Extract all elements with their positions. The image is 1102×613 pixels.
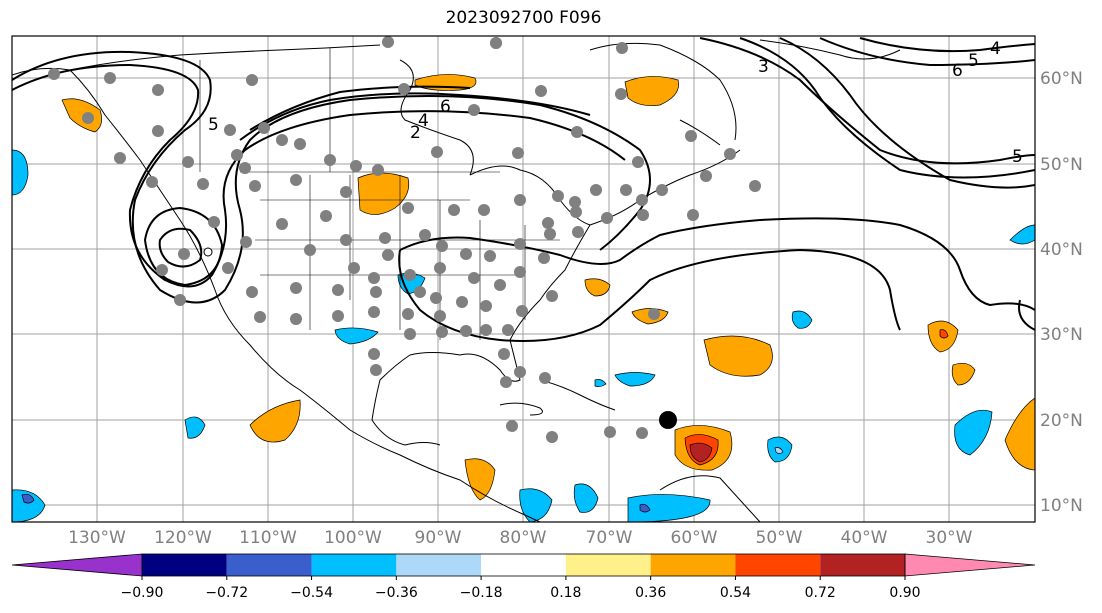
lon-label: 100°W (324, 528, 382, 548)
contour-label: 6 (952, 61, 963, 81)
colorbar-tick-label: 0.72 (805, 585, 836, 601)
lat-label: 40°N (1040, 240, 1083, 260)
colorbar-segment (565, 554, 651, 576)
longitude-labels: 130°W 120°W 110°W 100°W 90°W 80°W 70°W 6… (68, 528, 973, 548)
colorbar-segment (396, 554, 482, 576)
lon-label: 50°W (756, 528, 803, 548)
latitude-labels: 60°N 50°N 40°N 30°N 20°N 10°N (1040, 69, 1083, 516)
colorbar-tick-label: 0.54 (720, 585, 751, 601)
lon-label: 70°W (586, 528, 633, 548)
contour-label: 5 (1012, 147, 1023, 167)
colorbar-segment (481, 554, 566, 576)
lat-label: 50°N (1040, 155, 1083, 175)
lon-label: 80°W (500, 528, 547, 548)
colorbar-frame (141, 553, 906, 577)
map-title: 2023092700 F096 (445, 8, 602, 28)
contour-label: 4 (418, 111, 429, 131)
colorbar-tick-label: −0.36 (375, 585, 418, 601)
colorbar-tick-label: 0.90 (889, 585, 920, 601)
lon-label: 130°W (68, 528, 126, 548)
lon-label: 110°W (239, 528, 297, 548)
contour-labels: 5 6 4 2 4 5 6 3 5 (203, 39, 1023, 257)
contour-label: 5 (968, 51, 979, 71)
colorbar-extend-min (11, 553, 143, 577)
colorbar-segment (735, 554, 821, 576)
colorbar-tick-label: −0.54 (290, 585, 333, 601)
lon-label: 40°W (841, 528, 888, 548)
contour-label: 3 (758, 57, 769, 77)
colorbar-extend-max (904, 553, 1036, 577)
colorbar-tick-label: −0.72 (205, 585, 248, 601)
lat-label: 10°N (1040, 496, 1083, 516)
highlight-marker (659, 411, 677, 429)
colorbar-segment (142, 554, 227, 576)
contour-label: 6 (440, 97, 451, 117)
colorbar-tick-label: −0.90 (121, 585, 164, 601)
colorbar-tick-label: 0.36 (635, 585, 666, 601)
lon-label: 90°W (415, 528, 462, 548)
colorbar-segment (820, 554, 905, 576)
lat-label: 20°N (1040, 411, 1083, 431)
colorbar (11, 553, 1036, 580)
colorbar-tick-label: 0.18 (550, 585, 581, 601)
contour-label: 2 (410, 123, 421, 143)
negative-anomaly-shading (12, 149, 1035, 522)
map-frame (11, 35, 1036, 523)
contour-label: 5 (208, 115, 219, 135)
colorbar-labels: −0.90 −0.72 −0.54 −0.36 −0.18 0.18 0.36 … (121, 585, 921, 601)
lat-label: 60°N (1040, 69, 1083, 89)
colorbar-segment (311, 554, 397, 576)
colorbar-segment (226, 554, 312, 576)
colorbar-tick-label: −0.18 (460, 585, 503, 601)
colorbar-segment (650, 554, 736, 576)
lon-label: 60°W (671, 528, 718, 548)
lon-label: 120°W (154, 528, 212, 548)
station-markers (48, 36, 761, 443)
lon-label: 30°W (926, 528, 973, 548)
contour-label: 4 (990, 39, 1001, 59)
lat-label: 30°N (1040, 325, 1083, 345)
